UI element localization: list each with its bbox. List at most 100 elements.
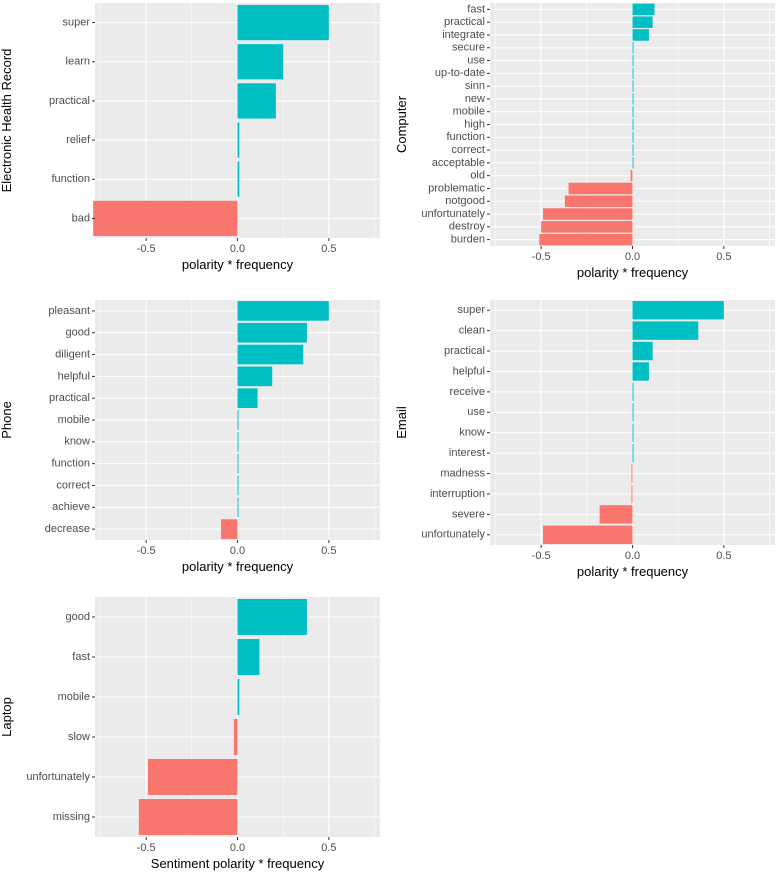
x-tick-label: 0.0 [230,545,245,557]
y-tick-label: achieve [52,501,90,513]
x-axis-title: Sentiment polarity * frequency [151,856,325,871]
bar-correct [237,475,239,496]
bar-know [237,432,239,452]
y-tick-label: sinn [465,80,485,92]
x-tick-label: 0.5 [716,550,731,562]
facet-panel-1: super learn practical relief function bad -0.5… [0,3,380,272]
bar-achieve [237,497,239,518]
y-tick-label: correct [451,144,485,156]
y-tick-label: helpful [58,370,90,382]
y-tick-label: good [66,327,90,339]
bar-sinn [632,80,634,92]
bar-unfortunately [542,525,633,544]
facet-panel-4: super clean practical helpful receive use know… [394,300,775,579]
y-tick-label: practical [49,95,90,107]
facet-panel-3: pleasant good diligent helpful practical mobi… [0,300,380,574]
y-tick-label: super [457,304,485,316]
bar-relief [237,122,240,158]
y-tick-label: acceptable [432,157,485,169]
y-tick-label: interest [449,447,485,459]
x-tick-label: -0.5 [532,251,551,263]
bar-mobile [632,105,634,118]
bar-severe [599,505,633,524]
y-tick-label: relief [66,134,91,146]
bar-destroy [541,221,633,233]
y-tick-label: mobile [58,691,90,703]
y-tick-label: fast [72,651,90,663]
x-axis-title: polarity * frequency [182,257,294,272]
y-tick-label: mobile [58,414,90,426]
y-axis-title: Electronic Health Record [0,49,14,193]
bar-unfortunately [147,759,238,795]
y-tick-label: use [467,406,485,418]
y-tick-label: unfortunately [421,529,485,541]
x-axis-title: polarity * frequency [577,564,689,579]
x-tick-label: 0.0 [230,243,245,255]
bar-integrate [632,29,649,41]
y-tick-label: decrease [45,523,90,535]
y-tick-label: integrate [442,29,485,41]
y-tick-label: practical [444,345,485,357]
y-tick-label: receive [450,386,485,398]
bar-notgood [564,195,633,207]
y-axis-title: Laptop [0,697,14,737]
x-tick-label: 0.5 [321,243,336,255]
bar-decrease [221,519,238,539]
bar-use [632,403,634,422]
y-tick-label: pleasant [48,305,90,317]
y-tick-label: practical [49,392,90,404]
x-tick-label: 0.0 [230,842,245,854]
y-tick-label: practical [444,16,485,28]
y-tick-label: severe [452,508,485,520]
bar-slow [233,719,238,755]
bar-missing [138,799,238,835]
y-tick-label: mobile [453,106,485,118]
y-tick-label: good [66,611,90,623]
bar-bad [93,200,238,237]
bar-correct [632,144,634,156]
bar-helpful [237,366,273,387]
x-tick-label: -0.5 [137,842,156,854]
y-tick-label: know [459,427,485,439]
y-tick-label: correct [56,479,90,491]
bar-clean [632,321,699,340]
bar-good [237,322,307,343]
y-tick-label: up-to-date [435,67,485,79]
bar-practical [237,388,258,408]
bar-know [632,423,634,442]
bar-unfortunately [542,208,633,220]
x-tick-label: 0.0 [625,251,640,263]
y-tick-label: diligent [55,348,90,360]
bar-practical [632,16,653,28]
y-tick-label: slow [68,731,90,743]
bar-diligent [237,344,304,365]
y-tick-label: unfortunately [421,208,485,220]
bar-interruption [631,484,633,504]
y-axis-title: Computer [394,95,409,153]
y-tick-label: function [51,173,90,185]
bar-madness [631,464,633,483]
bar-learn [237,44,284,80]
y-tick-label: madness [440,467,485,479]
facet-panel-5: good fast mobile slow unfortunately missing -0… [0,597,380,871]
y-axis-title: Email [394,406,409,439]
x-tick-label: 0.5 [321,545,336,557]
bar-helpful [632,362,649,381]
bar-good [237,599,307,635]
x-axis-title: polarity * frequency [577,265,689,280]
y-tick-label: know [64,436,90,448]
bar-up-to-date [632,67,634,80]
y-tick-label: new [465,93,485,105]
bar-pleasant [237,301,329,321]
bar-function [632,131,634,144]
bar-fast [237,639,260,675]
bar-old [630,169,633,182]
x-tick-label: 0.5 [321,842,336,854]
bar-practical [632,341,653,361]
y-tick-label: interruption [430,488,485,500]
y-tick-label: missing [53,811,90,823]
x-tick-label: -0.5 [532,550,551,562]
y-tick-label: old [470,170,485,182]
y-tick-label: function [446,131,485,143]
